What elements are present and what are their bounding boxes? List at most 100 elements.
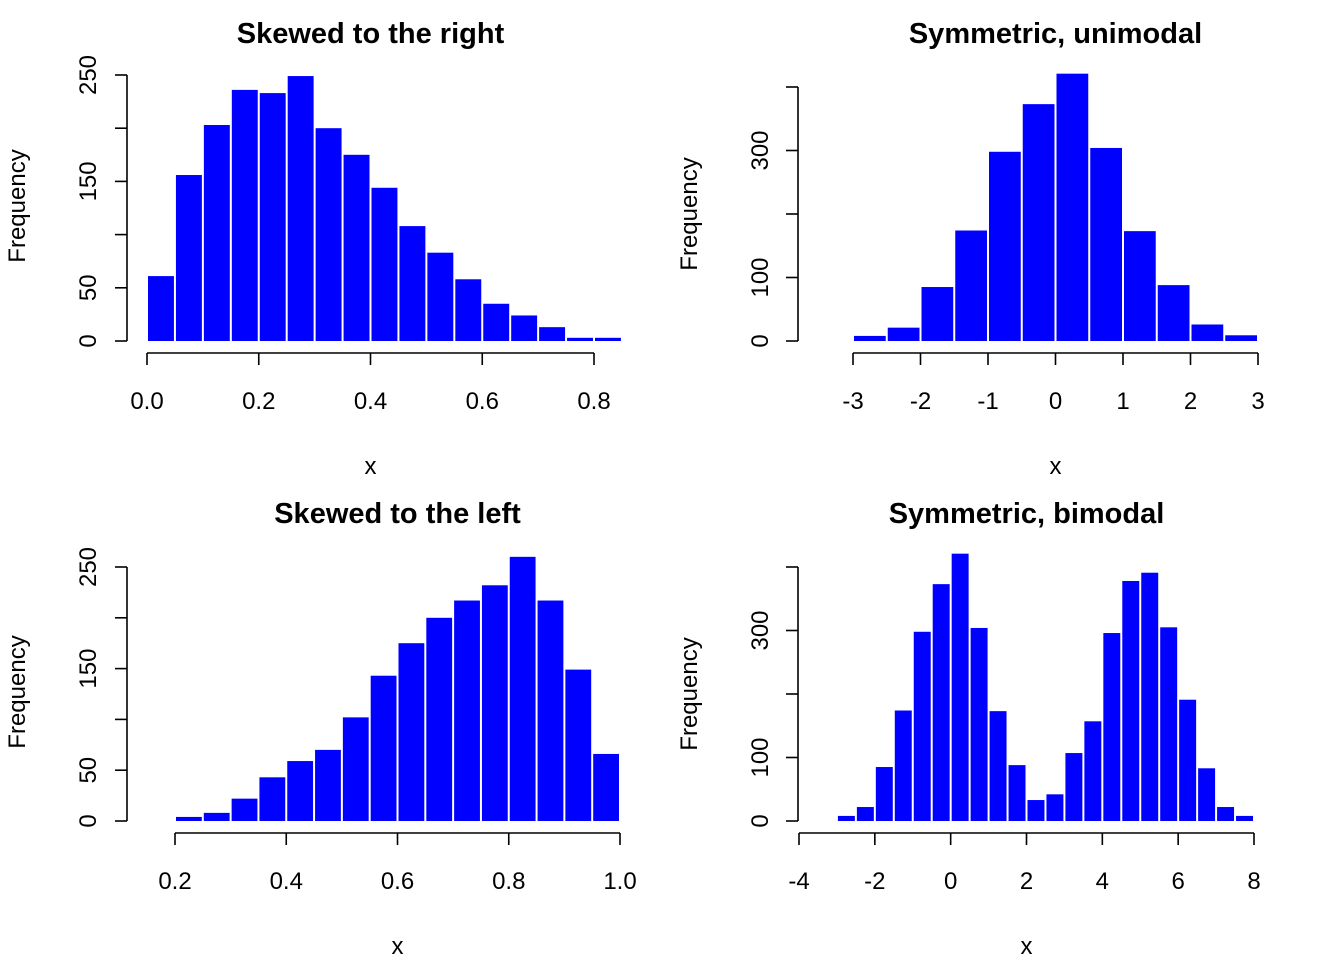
histogram-bar	[259, 93, 286, 341]
histogram-panel-2: Symmetric, unimodal 0 100 300 -3 -2 -1 0 1 2 3 x Fre…	[676, 18, 1265, 480]
histogram-bar	[315, 128, 342, 341]
x-axis-label: x	[365, 453, 377, 480]
y-tick-label: 100	[747, 737, 774, 777]
histogram-bar	[875, 767, 893, 821]
histogram-bar	[455, 279, 482, 341]
histogram-panel-3: Skewed to the left 0 50 150 250 0.2 0.4 0.6 0.8 1…	[4, 498, 637, 960]
histogram-bar	[511, 315, 538, 341]
histogram-bar	[921, 287, 954, 341]
histogram-bar	[175, 175, 202, 341]
histogram-bar	[1065, 753, 1083, 821]
histogram-bar	[854, 335, 886, 341]
y-tick-label: 250	[75, 547, 102, 587]
y-tick-label: 50	[75, 274, 102, 301]
histogram-bar	[1198, 768, 1216, 821]
histogram-bar	[539, 327, 566, 341]
histogram-bar	[203, 812, 230, 821]
histogram-bar	[1225, 335, 1257, 341]
histogram-bar	[398, 643, 425, 821]
y-tick-label: 0	[75, 814, 102, 827]
histogram-bar	[259, 777, 286, 821]
histogram-bar	[231, 798, 258, 821]
x-tick-label: 0	[944, 868, 957, 895]
histogram-bar	[427, 252, 454, 341]
y-tick-label: 0	[747, 334, 774, 347]
histogram-bar	[315, 749, 341, 821]
chart-title: Skewed to the left	[274, 498, 521, 530]
x-tick-label: 0.0	[130, 388, 163, 415]
histogram-bar	[887, 327, 920, 341]
histogram-bar	[1179, 699, 1197, 821]
histogram-bar	[989, 151, 1021, 341]
histogram-bar	[856, 807, 874, 821]
histogram-bar	[1124, 231, 1156, 341]
y-tick-label: 150	[75, 649, 102, 689]
histogram-bar	[913, 631, 931, 821]
histogram-bar	[595, 337, 621, 341]
histogram-bar	[955, 230, 987, 341]
y-tick-label: 0	[747, 814, 774, 827]
x-tick-label: 4	[1096, 868, 1109, 895]
y-axis-label: Frequency	[4, 635, 31, 748]
histogram-bar	[1103, 633, 1121, 821]
histogram-bar	[481, 585, 508, 821]
y-axis-label: Frequency	[676, 637, 703, 750]
histogram-bar	[1236, 815, 1253, 821]
x-tick-label: 2	[1184, 388, 1197, 415]
histogram-bar	[1022, 104, 1055, 342]
x-tick-label: 0.4	[354, 388, 387, 415]
histogram-bar	[1056, 73, 1089, 341]
x-tick-label: 1	[1116, 388, 1129, 415]
x-tick-label: 0.6	[381, 868, 414, 895]
histogram-panel-4: Symmetric, bimodal 0 100 300 -4 -2 0 2 4 6 8 x Frequ…	[676, 498, 1261, 960]
histogram-bar	[1084, 721, 1102, 821]
y-axis-label: Frequency	[4, 149, 31, 262]
chart-title: Skewed to the right	[237, 18, 505, 50]
histogram-bar	[1191, 324, 1224, 341]
x-tick-label: 6	[1171, 868, 1184, 895]
x-axis-label: x	[392, 933, 404, 960]
histogram-bar	[1160, 627, 1178, 821]
histogram-bar	[1217, 807, 1235, 821]
histogram-bar	[1027, 800, 1045, 821]
x-tick-label: 8	[1247, 868, 1260, 895]
histogram-bar	[148, 276, 174, 341]
x-tick-label: 0.6	[466, 388, 499, 415]
histogram-bar	[343, 154, 370, 341]
histogram-bar	[567, 337, 593, 341]
histogram-bar	[426, 617, 453, 821]
x-axis-label: x	[1021, 933, 1033, 960]
histogram-bar	[537, 600, 564, 821]
histogram-bar	[837, 815, 855, 821]
y-tick-label: 300	[747, 130, 774, 170]
histogram-bar	[399, 226, 426, 341]
y-tick-label: 0	[75, 334, 102, 347]
x-tick-label: -2	[910, 388, 931, 415]
histogram-bar	[970, 627, 988, 821]
x-tick-label: -4	[788, 868, 809, 895]
histogram-bar	[565, 669, 592, 821]
histogram-bar	[1008, 765, 1026, 821]
histogram-bar	[989, 711, 1007, 821]
histogram-bar	[1141, 572, 1159, 821]
histogram-bar	[176, 816, 202, 821]
x-tick-label: 0.8	[492, 868, 525, 895]
histogram-bar	[370, 675, 397, 821]
histogram-bar	[371, 187, 398, 341]
histogram-bar	[1046, 794, 1064, 821]
histogram-bar	[287, 761, 314, 821]
x-tick-label: 1.0	[603, 868, 636, 895]
histogram-bar	[1090, 147, 1122, 341]
histogram-panel-1: Skewed to the right 0 50 150 250 0.0 0.2 0.4 0.6…	[4, 18, 621, 480]
histogram-bar	[287, 76, 314, 342]
x-tick-label: 2	[1020, 868, 1033, 895]
x-tick-label: -1	[977, 388, 998, 415]
y-axis-label: Frequency	[676, 157, 703, 270]
histogram-bar	[1157, 285, 1190, 341]
histogram-bar	[342, 717, 369, 821]
y-tick-label: 100	[747, 257, 774, 297]
x-axis-label: x	[1050, 453, 1062, 480]
chart-title: Symmetric, unimodal	[909, 18, 1202, 50]
